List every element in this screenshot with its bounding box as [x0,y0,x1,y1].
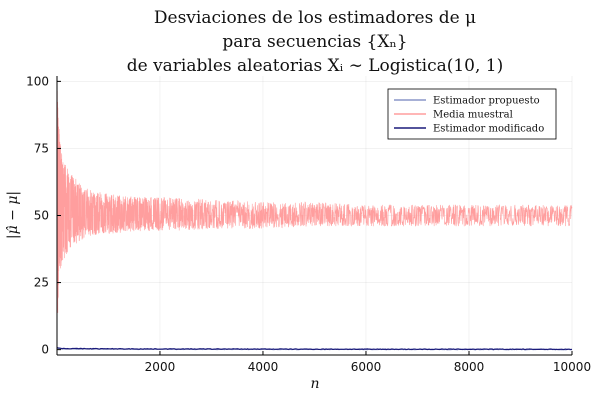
legend-label-1: Media muestral [433,110,513,121]
y-tick-label-3: 75 [34,141,49,155]
axes [56,76,573,356]
x-tick-label-3: 8000 [454,360,485,374]
legend: Estimador propuesto Media muestral Estimad… [387,88,557,140]
x-axis-label: n [310,376,319,392]
x-tick-label-2: 6000 [351,360,382,374]
x-tick-label-1: 4000 [248,360,279,374]
x-tick-label-4: 10000 [553,360,591,374]
y-tick-label-2: 50 [34,209,49,223]
y-axis-label: |μ̂ − μ| [5,191,21,239]
chart-title: Desviaciones de los estimadores de μ par… [127,8,504,76]
series-layer [56,89,573,351]
tick-labels: 2000 4000 6000 8000 10000 0 25 50 75 100 [26,74,591,374]
y-tick-label-1: 25 [34,276,49,290]
y-tick-label-4: 100 [26,74,49,88]
legend-label-0: Estimador propuesto [433,96,540,107]
series-media-muestral [56,89,573,341]
series-estimador-modificado [56,346,573,351]
title-line-1: Desviaciones de los estimadores de μ [154,8,476,28]
legend-label-2: Estimador modificado [433,124,544,135]
title-line-3: de variables aleatorias Xᵢ ∼ Logistica(1… [127,56,504,76]
y-tick-label-0: 0 [41,343,49,357]
x-tick-label-0: 2000 [145,360,176,374]
title-line-2: para secuencias {Xₙ} [222,32,407,52]
